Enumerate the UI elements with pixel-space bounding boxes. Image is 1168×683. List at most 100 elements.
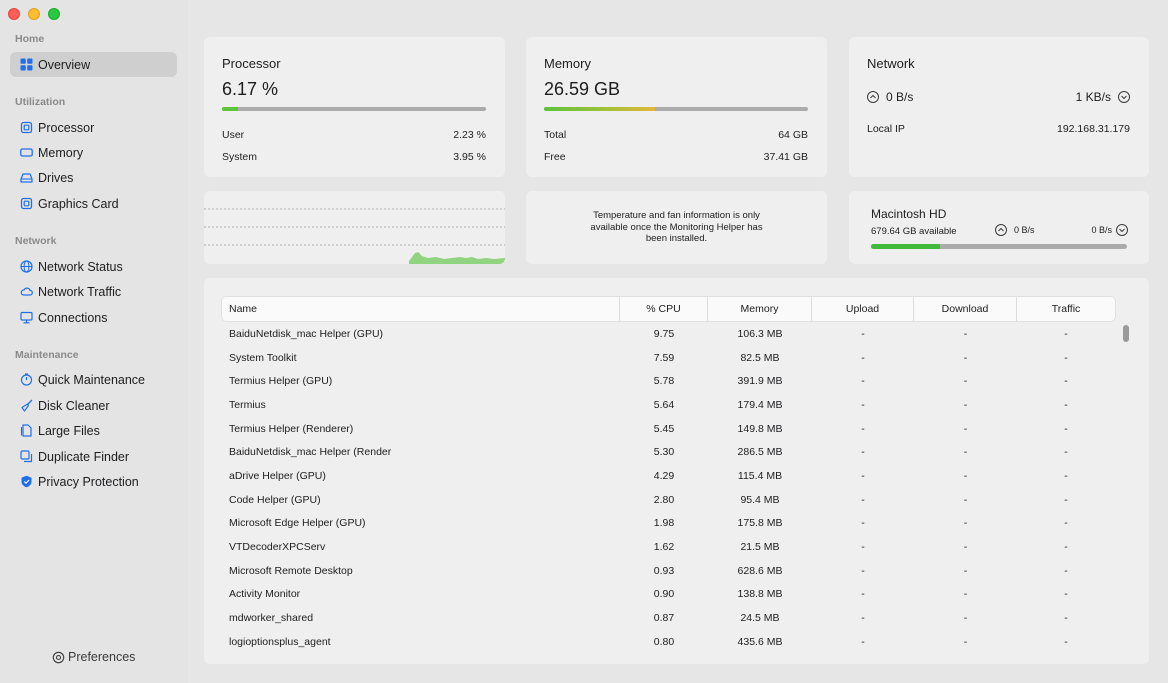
process-upload: - [861, 422, 865, 435]
process-upload: - [861, 564, 865, 577]
section-title-network: Network [15, 235, 57, 247]
sidebar-item-overview[interactable]: Overview [10, 52, 177, 77]
process-memory: 24.5 MB [740, 612, 780, 625]
sidebar-item-memory[interactable]: Memory [10, 140, 177, 165]
preferences-button[interactable]: Preferences [52, 650, 135, 664]
table-row[interactable]: Code Helper (GPU) 2.80 95.4 MB - - - [222, 488, 1115, 512]
process-download: - [963, 541, 968, 554]
process-upload: - [861, 398, 865, 411]
process-cpu: 0.87 [653, 612, 675, 625]
memory-title: Memory [544, 56, 591, 71]
stopwatch-icon [20, 373, 33, 386]
table-row[interactable]: Activity Monitor 0.90 138.8 MB - - - [222, 583, 1115, 607]
column-header-traffic[interactable]: Traffic [1051, 303, 1081, 315]
process-download: - [963, 517, 968, 530]
sidebar-item-label: Privacy Protection [38, 474, 139, 489]
upload-arrow-icon [867, 91, 879, 103]
disk-write-rate: 0 B/s [1091, 225, 1112, 235]
table-row[interactable]: Microsoft Edge Helper (GPU) 1.98 175.8 MB -… [222, 512, 1115, 536]
column-header-name[interactable]: Name [222, 297, 620, 321]
sidebar-item-network-traffic[interactable]: Network Traffic [10, 279, 177, 304]
table-row[interactable]: BaiduNetdisk_mac Helper (GPU) 9.75 106.3 M… [222, 322, 1115, 346]
sidebar-item-large-files[interactable]: Large Files [10, 418, 177, 443]
table-row[interactable]: aDrive Helper (GPU) 4.29 115.4 MB - - - [222, 464, 1115, 488]
process-download: - [963, 564, 968, 577]
network-card: Network 0 B/s 1 KB/s Local IP 192.168.31… [849, 37, 1149, 177]
column-header-cpu[interactable]: % CPU [620, 297, 708, 321]
process-download: - [963, 398, 968, 411]
total-label: Total [544, 129, 567, 141]
process-memory: 115.4 MB [737, 469, 783, 482]
sidebar-item-network-status[interactable]: Network Status [10, 254, 177, 279]
process-download: - [963, 612, 968, 625]
table-row[interactable]: System Toolkit 7.59 82.5 MB - - - [222, 346, 1115, 370]
process-traffic: - [1064, 635, 1068, 648]
window-controls [8, 8, 60, 20]
zoom-window-button[interactable] [48, 8, 60, 20]
globe-icon [20, 260, 33, 273]
process-memory: 435.6 MB [737, 635, 783, 648]
sidebar-item-quick-maintenance[interactable]: Quick Maintenance [10, 367, 177, 392]
column-header-memory[interactable]: Memory [708, 297, 812, 321]
system-value: 3.95 % [453, 151, 486, 163]
process-memory: 138.8 MB [737, 588, 783, 601]
process-name: System Toolkit [229, 351, 297, 364]
process-memory: 286.5 MB [737, 446, 783, 459]
process-download: - [963, 588, 968, 601]
process-download: - [963, 635, 968, 648]
process-memory: 175.8 MB [737, 517, 783, 530]
sidebar-item-processor[interactable]: Processor [10, 115, 177, 140]
process-upload: - [861, 469, 865, 482]
sidebar-item-label: Connections [38, 310, 108, 325]
process-traffic: - [1064, 469, 1068, 482]
sidebar-item-label: Disk Cleaner [38, 398, 110, 413]
column-header-upload[interactable]: Upload [812, 297, 914, 321]
process-cpu: 0.93 [653, 564, 675, 577]
sidebar-item-label: Duplicate Finder [38, 449, 130, 464]
processor-title: Processor [222, 56, 281, 71]
column-header-download[interactable]: Download [914, 297, 1017, 321]
sidebar-item-connections[interactable]: Connections [10, 305, 177, 330]
process-upload: - [861, 541, 865, 554]
table-row[interactable]: Termius Helper (Renderer) 5.45 149.8 MB - - - [222, 417, 1115, 441]
process-name: BaiduNetdisk_mac Helper (GPU) [229, 327, 384, 340]
process-traffic: - [1064, 375, 1068, 388]
minimize-window-button[interactable] [28, 8, 40, 20]
process-memory: 179.4 MB [737, 398, 783, 411]
process-cpu: 5.45 [653, 422, 675, 435]
table-row[interactable]: mdworker_shared 0.87 24.5 MB - - - [222, 606, 1115, 630]
process-name: Termius [229, 398, 266, 411]
sidebar-item-label: Quick Maintenance [38, 372, 146, 387]
sidebar-item-privacy-protection[interactable]: Privacy Protection [10, 469, 177, 494]
table-row[interactable]: VTDecoderXPCServ 1.62 21.5 MB - - - [222, 535, 1115, 559]
process-traffic: - [1064, 351, 1068, 364]
disk-card: Macintosh HD 679.64 GB available 0 B/s 0… [849, 191, 1149, 264]
free-label: Free [544, 151, 566, 163]
sidebar-item-graphics-card[interactable]: Graphics Card [10, 191, 177, 216]
table-row[interactable]: Microsoft Remote Desktop 0.93 628.6 MB - - - [222, 559, 1115, 583]
table-row[interactable]: Termius Helper (GPU) 5.78 391.9 MB - - - [222, 369, 1115, 393]
table-scrollbar[interactable] [1121, 297, 1131, 647]
system-label: System [222, 151, 258, 163]
close-window-button[interactable] [8, 8, 20, 20]
sidebar-item-duplicate-finder[interactable]: Duplicate Finder [10, 444, 177, 469]
process-table-card: Name % CPU Memory Upload Download Traffi… [204, 278, 1149, 664]
scrollbar-thumb[interactable] [1123, 325, 1129, 342]
process-memory: 391.9 MB [737, 375, 783, 388]
table-row[interactable]: BaiduNetdisk_mac Helper (Render 5.30 286.5… [222, 440, 1115, 464]
process-traffic: - [1064, 398, 1068, 411]
memory-usage-bar [544, 107, 808, 111]
sidebar-item-drives[interactable]: Drives [10, 165, 177, 190]
process-upload: - [861, 327, 865, 340]
broom-icon [20, 399, 33, 412]
gpu-icon [20, 197, 33, 210]
table-row[interactable]: Termius 5.64 179.4 MB - - - [222, 393, 1115, 417]
process-download: - [963, 446, 968, 459]
network-title: Network [867, 56, 915, 71]
sidebar-item-label: Graphics Card [38, 196, 119, 211]
sidebar-item-disk-cleaner[interactable]: Disk Cleaner [10, 393, 177, 418]
process-traffic: - [1064, 327, 1068, 340]
table-row[interactable]: logioptionsplus_agent 0.80 435.6 MB - - - [222, 630, 1115, 654]
sidebar-item-label: Drives [38, 170, 74, 185]
